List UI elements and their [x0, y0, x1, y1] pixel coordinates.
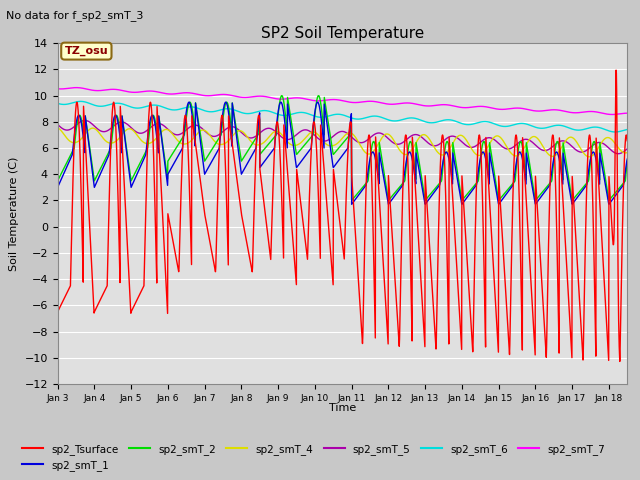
Y-axis label: Soil Temperature (C): Soil Temperature (C): [9, 156, 19, 271]
Legend: sp2_Tsurface, sp2_smT_1, sp2_smT_2, sp2_smT_4, sp2_smT_5, sp2_smT_6, sp2_smT_7: sp2_Tsurface, sp2_smT_1, sp2_smT_2, sp2_…: [18, 439, 609, 475]
Text: No data for f_sp2_smT_3: No data for f_sp2_smT_3: [6, 10, 144, 21]
Text: TZ_osu: TZ_osu: [65, 46, 108, 56]
X-axis label: Time: Time: [329, 403, 356, 413]
Title: SP2 Soil Temperature: SP2 Soil Temperature: [260, 25, 424, 41]
